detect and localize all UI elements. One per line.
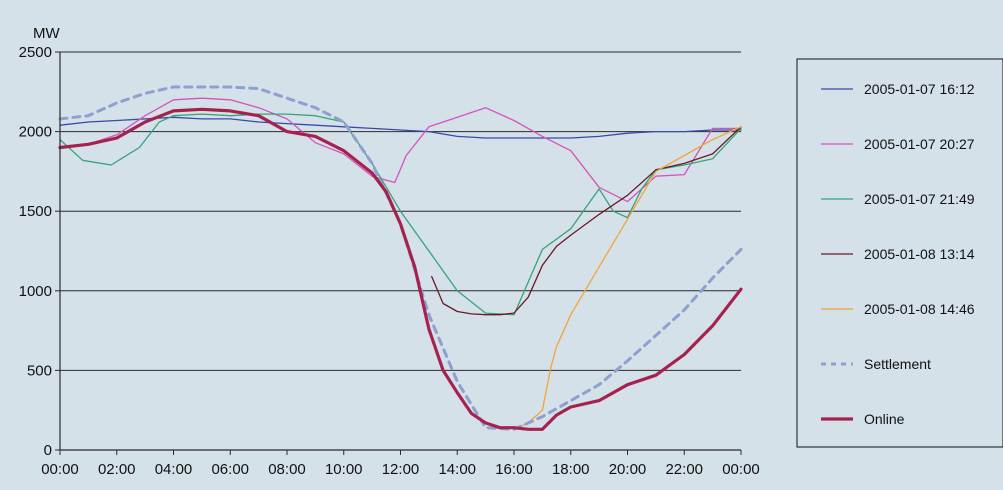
x-tick-label: 12:00 — [382, 461, 420, 478]
axes: 0 500 1000 1500 2000 2500 00:00 02:00 04:00 06:00… — [19, 44, 760, 478]
series-line-settlement — [58, 85, 743, 431]
y-tick-label: 1500 — [19, 203, 52, 220]
x-tick-label: 00:00 — [722, 461, 760, 478]
x-tick-label: 04:00 — [155, 461, 193, 478]
legend-label: 2005-01-07 16:12 — [864, 81, 975, 97]
legend-label: Settlement — [864, 356, 931, 372]
x-tick-label: 00:00 — [41, 461, 79, 478]
y-tick-label: 1000 — [19, 283, 52, 300]
x-tick-label: 22:00 — [665, 461, 703, 478]
x-tick-label: 14:00 — [438, 461, 476, 478]
y-tick-label: 2500 — [19, 44, 52, 61]
legend-label: 2005-01-07 21:49 — [864, 191, 975, 207]
legend-label: 2005-01-08 14:46 — [864, 301, 975, 317]
legend-label: 2005-01-07 20:27 — [864, 136, 975, 152]
series-line-2005-01-08-13-14 — [431, 126, 742, 316]
series-line-online — [58, 107, 743, 431]
x-tick-label: 02:00 — [98, 461, 136, 478]
x-tick-label: 20:00 — [609, 461, 647, 478]
legend-box — [796, 58, 1003, 448]
series-line-2005-01-07-21-49 — [59, 113, 742, 316]
legend: 2005-01-07 16:12 2005-01-07 20:27 2005-01-… — [796, 58, 1003, 448]
series-lines — [58, 85, 743, 431]
y-tick-label: 2000 — [19, 124, 52, 141]
y-tick-label: 0 — [44, 442, 52, 459]
x-tick-label: 16:00 — [495, 461, 533, 478]
legend-label: 2005-01-08 13:14 — [864, 246, 975, 262]
series-line-2005-01-08-14-46 — [513, 126, 742, 430]
x-tick-label: 10:00 — [325, 461, 363, 478]
x-tick-label: 08:00 — [268, 461, 306, 478]
series-line-2005-01-07-16-12 — [59, 116, 742, 139]
legend-label: Online — [864, 411, 905, 427]
x-tick-label: 06:00 — [211, 461, 249, 478]
x-tick-label: 18:00 — [552, 461, 590, 478]
y-axis-unit: MW — [33, 25, 60, 42]
y-tick-label: 500 — [27, 362, 52, 379]
